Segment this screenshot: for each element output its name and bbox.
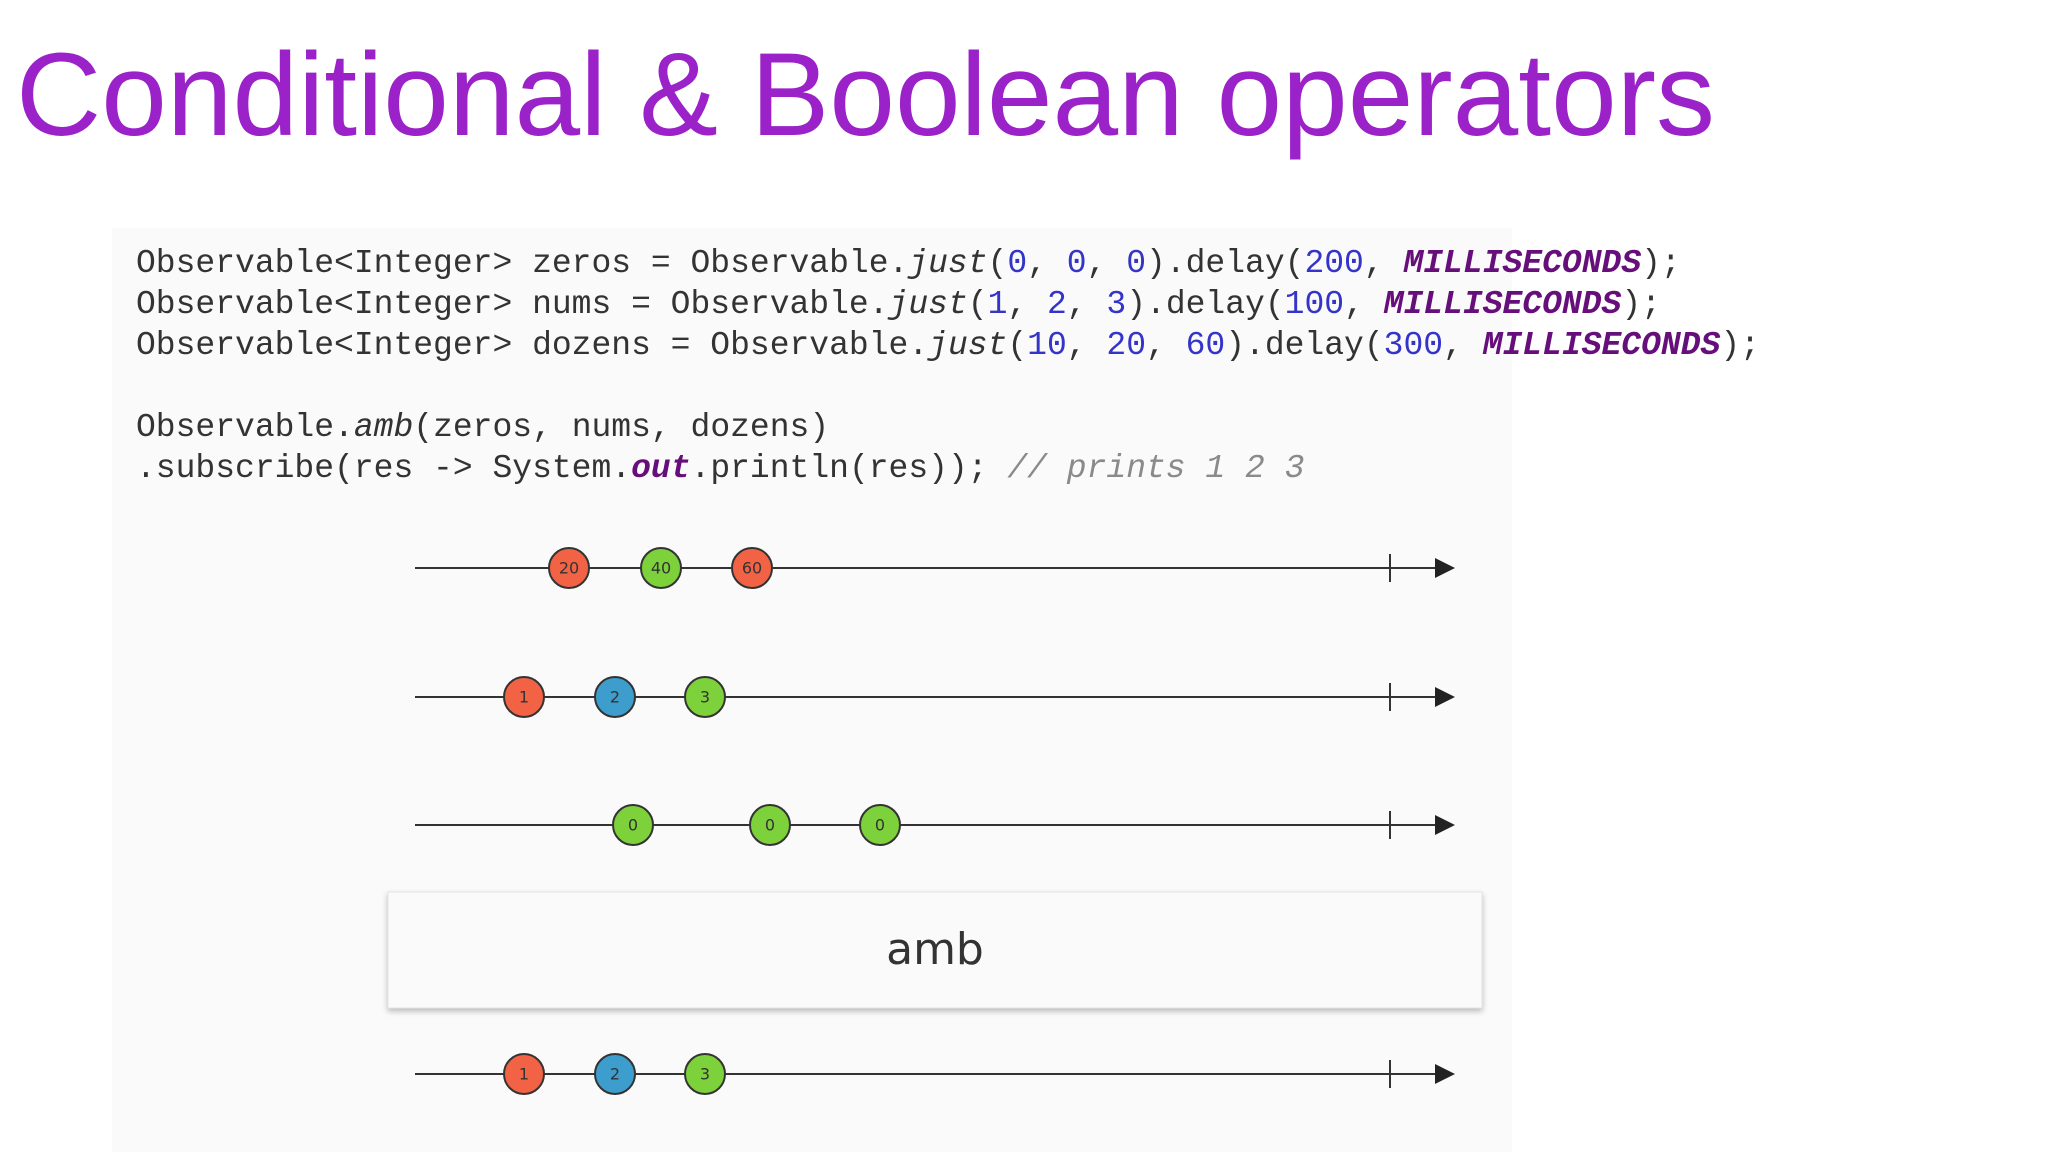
marble [749, 804, 791, 846]
marble [548, 547, 590, 589]
marble-label: 2 [610, 1065, 620, 1084]
timeline-arrow [1435, 815, 1455, 835]
code-token: just [927, 327, 1007, 364]
marble [684, 676, 726, 718]
marble-label: 60 [742, 559, 762, 578]
code-token: ).delay( [1146, 245, 1304, 282]
code-token: 10 [1027, 327, 1067, 364]
code-token: 200 [1304, 245, 1363, 282]
code-line: Observable<Integer> zeros = Observable.j… [136, 245, 1681, 282]
operator-label: amb [886, 924, 984, 975]
operator-box [387, 891, 1483, 1009]
code-token: Observable<Integer> nums = Observable. [136, 286, 889, 323]
code-token: (zeros, nums, dozens) [413, 409, 829, 446]
code-token: , [1443, 327, 1483, 364]
code-token: MILLISECONDS [1402, 245, 1641, 282]
marble-label: 0 [875, 816, 885, 835]
code-token: 20 [1106, 327, 1146, 364]
marble-label: 2 [610, 688, 620, 707]
code-panel [112, 228, 1512, 1152]
code-token: 0 [1007, 245, 1027, 282]
slide-title: Conditional & Boolean operators [16, 29, 1715, 161]
marble [503, 676, 545, 718]
code-line: Observable.amb(zeros, nums, dozens) [136, 409, 829, 446]
code-block: Observable<Integer> zeros = Observable.j… [136, 245, 1760, 487]
code-token: ( [968, 286, 988, 323]
marble-label: 1 [519, 1065, 529, 1084]
code-token: .println(res)); [691, 450, 1008, 487]
code-line: Observable<Integer> nums = Observable.ju… [136, 286, 1661, 323]
code-token: MILLISECONDS [1383, 286, 1622, 323]
marble-label: 0 [765, 816, 775, 835]
marble [594, 676, 636, 718]
timeline-arrow [1435, 687, 1455, 707]
code-token: , [1344, 286, 1384, 323]
code-token: 0 [1067, 245, 1087, 282]
code-token: , [1027, 245, 1067, 282]
marble-diagram: 20 40 60 1 2 3 0 0 0 amb 1 2 3 [387, 547, 1483, 1095]
code-token: 300 [1384, 327, 1443, 364]
code-token: ( [988, 245, 1008, 282]
code-token: ); [1720, 327, 1760, 364]
marble [503, 1053, 545, 1095]
code-token: , [1087, 245, 1127, 282]
code-token: 0 [1126, 245, 1146, 282]
marble [859, 804, 901, 846]
code-token: 3 [1106, 286, 1126, 323]
code-token: out [631, 450, 690, 487]
code-token: amb [354, 409, 413, 446]
code-line: Observable<Integer> dozens = Observable.… [136, 327, 1760, 364]
marble-label: 3 [700, 1065, 710, 1084]
code-token: 1 [988, 286, 1008, 323]
marble-label: 40 [651, 559, 671, 578]
code-token: , [1364, 245, 1404, 282]
marble-label: 3 [700, 688, 710, 707]
marble [640, 547, 682, 589]
code-token: .subscribe(res -> System. [136, 450, 631, 487]
code-line: .subscribe(res -> System.out.println(res… [136, 450, 1304, 487]
code-token: 2 [1047, 286, 1067, 323]
code-token: ); [1621, 286, 1661, 323]
code-token: Observable<Integer> zeros = Observable. [136, 245, 908, 282]
marble-label: 1 [519, 688, 529, 707]
code-token: ).delay( [1126, 286, 1284, 323]
marble-label: 0 [628, 816, 638, 835]
code-token: , [1146, 327, 1186, 364]
code-token: 60 [1186, 327, 1226, 364]
marble [684, 1053, 726, 1095]
marble [612, 804, 654, 846]
code-token: // prints 1 2 3 [1007, 450, 1304, 487]
marble [731, 547, 773, 589]
code-token: just [888, 286, 968, 323]
code-token: ); [1641, 245, 1681, 282]
code-token: MILLISECONDS [1482, 327, 1721, 364]
marble [594, 1053, 636, 1095]
code-token: just [907, 245, 987, 282]
code-token: Observable. [136, 409, 354, 446]
code-token: Observable<Integer> dozens = Observable. [136, 327, 928, 364]
timeline-arrow [1435, 1064, 1455, 1084]
code-token: ( [1007, 327, 1027, 364]
timeline-arrow [1435, 558, 1455, 578]
code-token: , [1067, 327, 1107, 364]
code-token: 100 [1285, 286, 1344, 323]
marble-label: 20 [559, 559, 579, 578]
code-token: , [1067, 286, 1107, 323]
code-token: ).delay( [1225, 327, 1383, 364]
code-token: , [1007, 286, 1047, 323]
